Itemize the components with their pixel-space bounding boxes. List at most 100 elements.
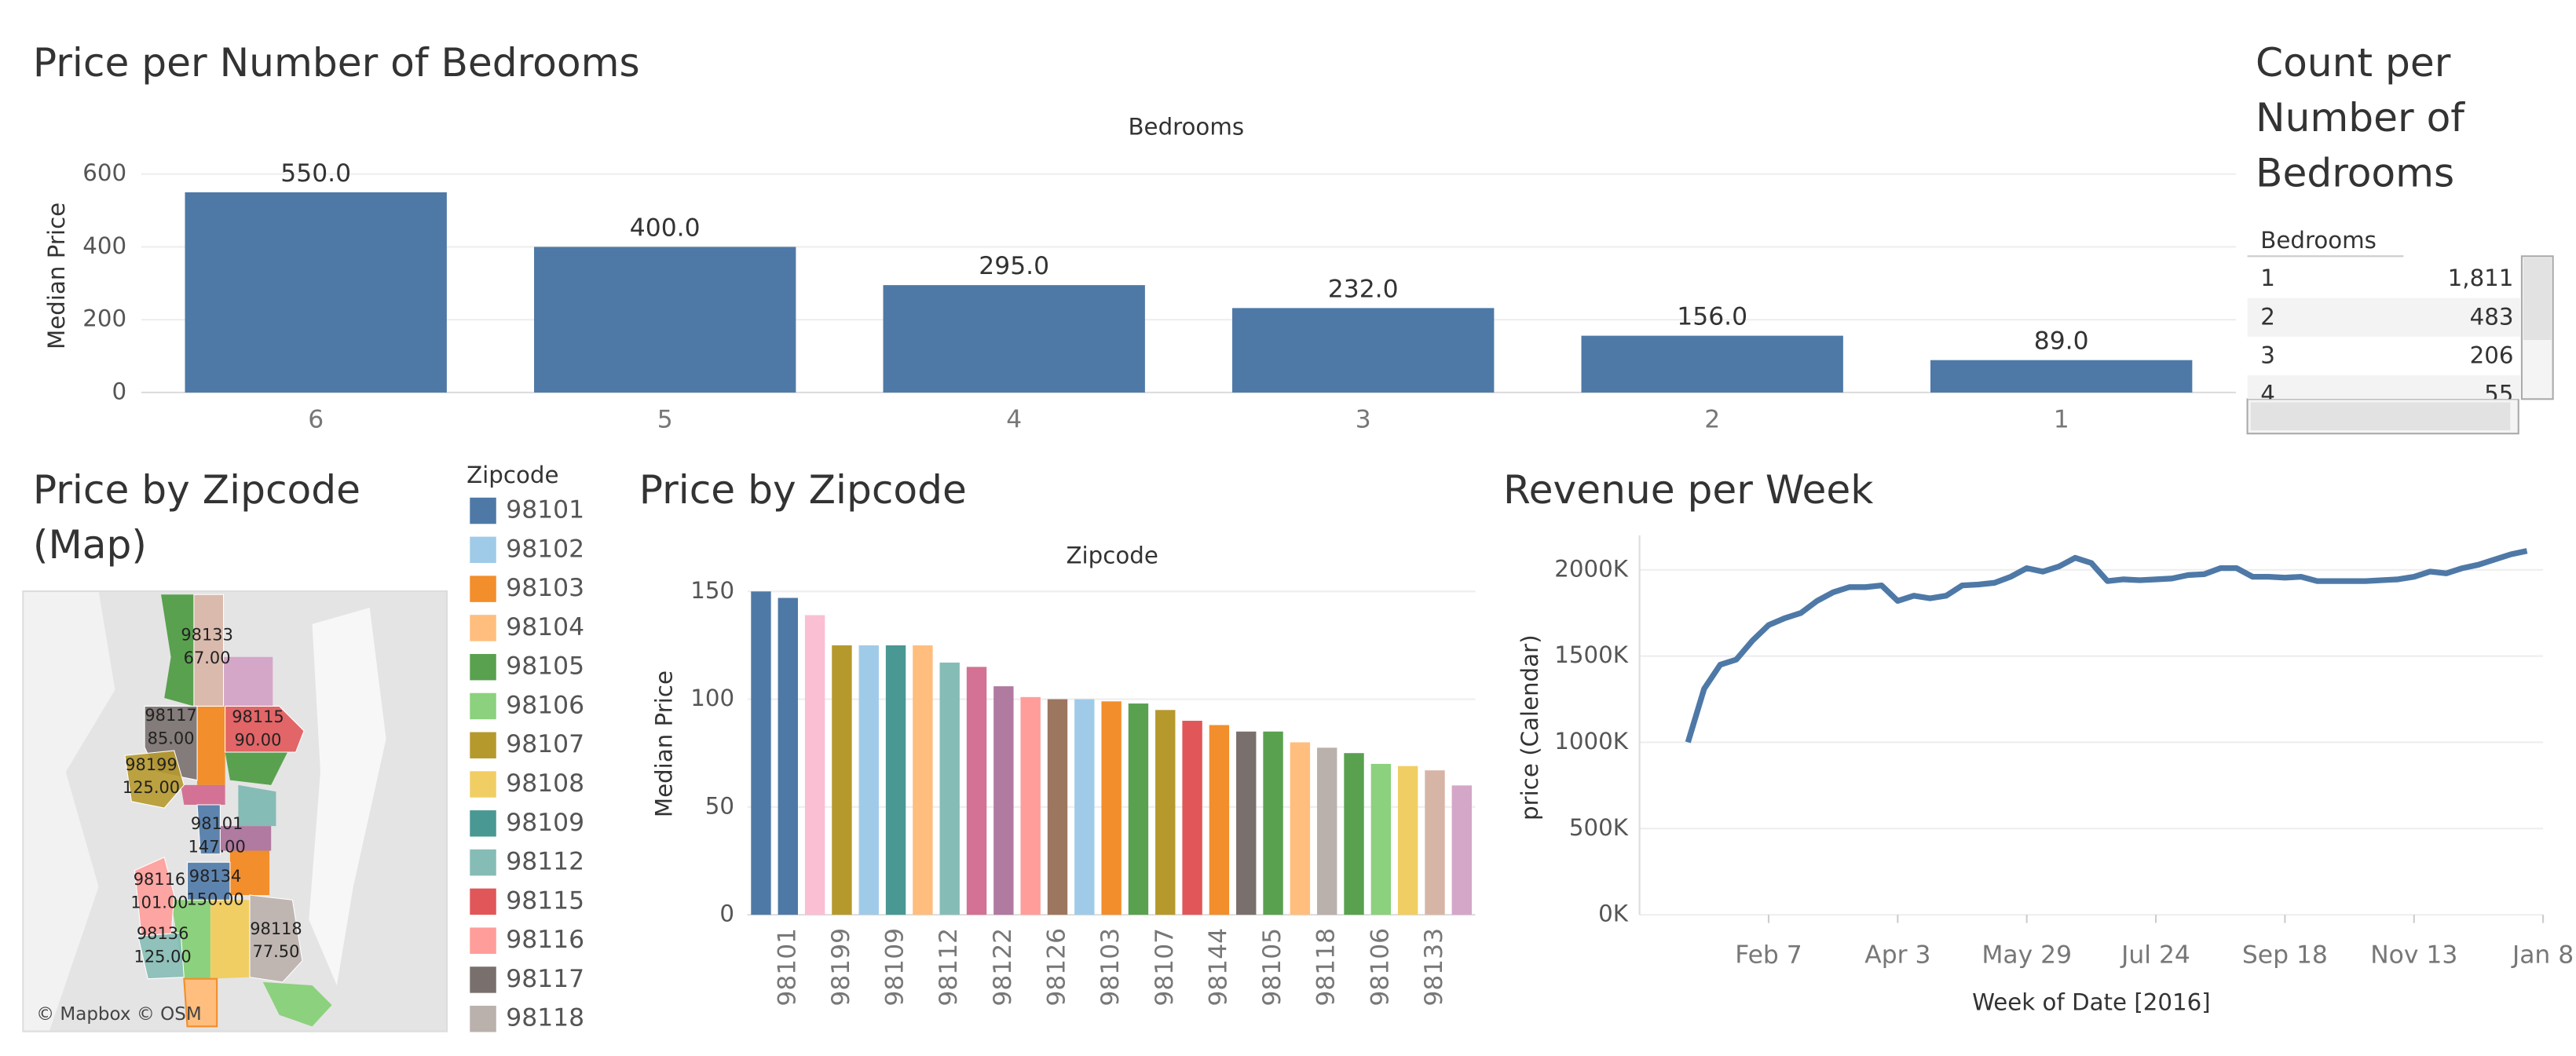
data-label: 156.0 (1677, 303, 1747, 331)
x-tick-label: 98105 (1258, 928, 1286, 1007)
chart-title: Count per (2256, 39, 2451, 86)
region-value: 90.00 (235, 730, 282, 749)
bar (1236, 731, 1257, 915)
map: 98133 67.00 98117 85.00 98115 90.00 98199 125.0… (23, 591, 448, 1032)
data-label: 295.0 (979, 252, 1049, 280)
bar (1209, 725, 1230, 915)
scrollbar-thumb[interactable] (2250, 402, 2511, 431)
line (1685, 548, 2528, 744)
x-tick-label: 98109 (881, 928, 909, 1007)
bar (1263, 731, 1283, 915)
data-label: 550.0 (280, 159, 351, 188)
y-axis-label: Median Price (43, 203, 70, 349)
chart-title: Number of (2256, 94, 2465, 141)
bar (1930, 360, 2193, 393)
region-value: 101.00 (130, 893, 188, 912)
region-value: 77.50 (253, 942, 300, 961)
y-tick-label: 150 (690, 577, 734, 604)
x-tick-label: Jan 8 (2511, 941, 2574, 969)
table-body: 1 1,811 2 483 3 206 4 55 (2247, 265, 2520, 400)
bar (1344, 753, 1364, 915)
y-tick-label: 100 (690, 685, 734, 711)
bar (913, 645, 933, 915)
x-tick-label: 98103 (1096, 928, 1125, 1007)
bar (804, 615, 825, 915)
y-tick-label: 500K (1569, 814, 1629, 841)
bar (751, 591, 771, 915)
bar (1155, 710, 1176, 915)
bar (966, 667, 987, 915)
legend-label: 98117 (506, 965, 584, 993)
y-tick-label: 200 (82, 305, 126, 332)
bar (939, 662, 960, 915)
cell: 206 (2470, 342, 2514, 368)
region-label: 98134 (189, 867, 242, 886)
region (223, 656, 273, 707)
legend-swatch (470, 849, 496, 876)
x-tick-label: 98199 (827, 928, 855, 1007)
y-tick-label: 0K (1598, 901, 1629, 927)
bar (1397, 766, 1418, 915)
bar (1020, 696, 1041, 915)
region (137, 932, 185, 980)
region (183, 977, 218, 1028)
bar (858, 645, 879, 915)
region (229, 850, 270, 896)
x-tick-label: May 29 (1981, 941, 2072, 969)
cell: 1,811 (2448, 265, 2514, 291)
legend-swatch (470, 810, 496, 837)
region (196, 804, 221, 855)
x-tick-label: Apr 3 (1864, 941, 1930, 969)
x-tick-label: 98112 (935, 928, 963, 1007)
x-tick-label: 98133 (1420, 928, 1448, 1007)
legend-label: 98106 (506, 691, 584, 719)
region-value: 125.00 (123, 778, 180, 797)
x-tick-label: 3 (1356, 405, 1371, 433)
legend-label: 98112 (506, 848, 584, 876)
scrollbar-thumb[interactable] (2523, 258, 2552, 340)
region-value: 85.00 (148, 729, 195, 747)
x-tick-label: 98126 (1042, 928, 1070, 1007)
region (134, 857, 175, 941)
legend-label: 98103 (506, 574, 584, 602)
x-axis-label: Week of Date [2016] (1972, 989, 2211, 1016)
bar (534, 247, 796, 393)
cell: 1 (2260, 265, 2275, 291)
cell: 2 (2260, 303, 2275, 330)
region-label: 98117 (145, 706, 197, 725)
bar (1128, 703, 1149, 915)
y-tick-label: 50 (705, 792, 734, 819)
bar (1074, 699, 1095, 915)
legend-swatch (470, 692, 496, 720)
data-label: 89.0 (2034, 327, 2089, 356)
bar (883, 285, 1145, 393)
legend-label: 98102 (506, 535, 584, 563)
region-label: 98101 (191, 814, 243, 833)
header: Zipcode (1067, 543, 1158, 569)
x-tick-label: Nov 13 (2370, 941, 2457, 969)
legend-label: 98116 (506, 926, 584, 954)
region-label: 98115 (232, 707, 284, 726)
bar (1182, 721, 1202, 915)
x-tick-label: 6 (308, 405, 324, 433)
region (197, 706, 225, 785)
region (238, 784, 276, 827)
bar (1581, 335, 1843, 393)
region (186, 861, 231, 901)
bar (1370, 763, 1392, 915)
bar (832, 645, 852, 915)
region-label: 98118 (250, 919, 302, 938)
chart-title: Price by Zipcode (33, 466, 360, 513)
legend-swatch (470, 615, 496, 641)
bar (1047, 699, 1068, 915)
x-tick-label: 98101 (773, 928, 801, 1007)
data-label: 400.0 (630, 214, 701, 242)
x-tick-label: 4 (1006, 405, 1022, 433)
legend-label: 98105 (506, 652, 584, 681)
legend-swatch (470, 1005, 496, 1032)
row-band (2247, 375, 2520, 400)
x-tick-label: 5 (657, 405, 673, 433)
legend-swatch (470, 732, 496, 758)
column-header: Bedrooms (2260, 227, 2377, 254)
region (225, 752, 288, 785)
